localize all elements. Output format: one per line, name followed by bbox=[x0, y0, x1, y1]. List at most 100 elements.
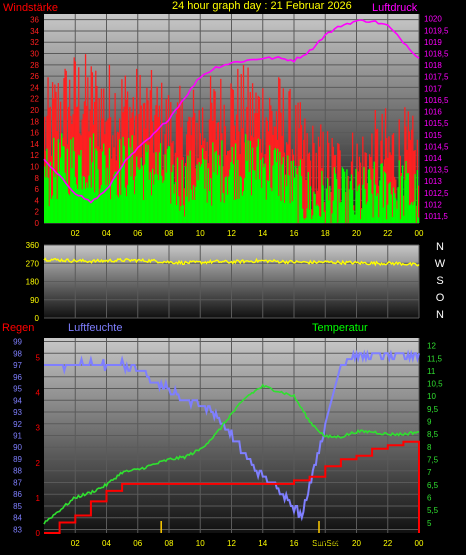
wind-avg-bar bbox=[271, 191, 273, 223]
wind-avg-bar bbox=[215, 150, 217, 223]
wind-avg-bar bbox=[331, 213, 333, 223]
wind-avg-bar bbox=[309, 186, 312, 223]
wind-avg-bar bbox=[416, 170, 419, 223]
wind-avg-bar bbox=[244, 178, 246, 223]
wind-avg-bar bbox=[103, 143, 105, 223]
wind-avg-bar bbox=[256, 146, 258, 223]
wind-avg-bar bbox=[340, 201, 342, 223]
wind-gust-bar bbox=[261, 152, 263, 223]
wind-avg-bar bbox=[341, 167, 344, 223]
wind-gust-bar bbox=[55, 91, 57, 223]
humidity-x-tick: 02 bbox=[71, 539, 80, 548]
wind-x-tick: 00 bbox=[415, 229, 424, 238]
pressure-y-tick: 1016,5 bbox=[424, 96, 449, 105]
wind-gust-bar bbox=[220, 78, 222, 224]
pressure-y-tick: 1019 bbox=[424, 38, 442, 47]
wind-avg-bar bbox=[167, 146, 170, 223]
wind-avg-bar bbox=[358, 184, 361, 223]
humidity-axis-title: Luftfeuchte bbox=[68, 322, 122, 334]
wind-avg-bar bbox=[316, 204, 319, 223]
wind-avg-bar bbox=[379, 180, 381, 223]
wind-avg-bar bbox=[165, 172, 167, 223]
wind-gust-bar bbox=[125, 99, 128, 223]
wind-axis-title: Windstärke bbox=[3, 2, 58, 14]
compass-letter: W bbox=[435, 258, 446, 270]
wind-avg-bar bbox=[188, 201, 190, 223]
pressure-y-tick: 1015,5 bbox=[424, 119, 449, 128]
wind-avg-bar bbox=[357, 185, 359, 223]
wind-x-tick: 12 bbox=[227, 229, 236, 238]
wind-gust-bar bbox=[216, 122, 219, 223]
wind-avg-bar bbox=[57, 139, 59, 223]
rain-y-tick: 1 bbox=[36, 494, 41, 503]
wind-gust-bar bbox=[51, 82, 54, 223]
wind-y-tick: 2 bbox=[35, 208, 40, 217]
wind-avg-bar bbox=[334, 173, 337, 223]
humidity-x-tick: SunSet bbox=[312, 539, 339, 548]
humidity-y-tick: 83 bbox=[13, 525, 22, 534]
wind-avg-bar bbox=[144, 164, 146, 223]
wind-gust-bar bbox=[213, 89, 215, 223]
wind-avg-bar bbox=[413, 201, 415, 223]
wind-avg-bar bbox=[120, 194, 122, 223]
wind-x-tick: 10 bbox=[196, 229, 205, 238]
wind-avg-bar bbox=[46, 148, 48, 223]
wind-avg-bar bbox=[175, 205, 178, 223]
wind-avg-bar bbox=[114, 171, 116, 223]
wind-avg-bar bbox=[238, 198, 240, 223]
wind-avg-bar bbox=[408, 205, 411, 223]
wind-gust-bar bbox=[180, 127, 182, 223]
wind-avg-bar bbox=[299, 159, 301, 223]
pressure-y-tick: 1014 bbox=[424, 154, 442, 163]
wind-avg-bar bbox=[113, 174, 115, 223]
wind-avg-bar bbox=[189, 150, 191, 223]
wind-gust-bar bbox=[208, 119, 211, 223]
wind-avg-bar bbox=[272, 165, 274, 223]
wind-y-tick: 8 bbox=[35, 174, 40, 183]
wind-gust-bar bbox=[365, 153, 367, 223]
wind-avg-bar bbox=[414, 174, 416, 223]
wind-gust-bar bbox=[312, 125, 314, 223]
wind-avg-bar bbox=[321, 170, 323, 223]
wind-gust-bar bbox=[116, 131, 119, 223]
wind-avg-bar bbox=[150, 195, 153, 223]
wind-avg-bar bbox=[149, 172, 151, 223]
wind-gust-bar bbox=[188, 116, 190, 223]
wind-avg-bar bbox=[409, 204, 412, 223]
wind-avg-bar bbox=[125, 196, 128, 223]
wind-avg-bar bbox=[356, 191, 358, 223]
wind-gust-bar bbox=[241, 128, 244, 223]
wind-avg-bar bbox=[387, 204, 389, 223]
wind-gust-bar bbox=[90, 66, 92, 223]
humidity-y-tick: 89 bbox=[13, 455, 22, 464]
wind-avg-bar bbox=[375, 195, 378, 223]
pressure-y-tick: 1016 bbox=[424, 108, 442, 117]
wind-avg-bar bbox=[72, 137, 74, 223]
wind-avg-bar bbox=[205, 159, 207, 223]
wind-gust-bar bbox=[236, 114, 238, 223]
wind-avg-bar bbox=[365, 204, 367, 223]
wind-avg-bar bbox=[304, 219, 306, 223]
wind-avg-bar bbox=[63, 146, 65, 223]
wind-gust-bar bbox=[339, 150, 341, 223]
wind-avg-bar bbox=[172, 164, 174, 223]
wind-avg-bar bbox=[315, 205, 317, 223]
wind-avg-bar bbox=[71, 168, 73, 223]
wind-avg-bar bbox=[47, 177, 49, 223]
humidity-x-labels: 02 04 06 08 10 12 14 16 SunSet 20 22 00 bbox=[71, 539, 424, 548]
wind-avg-bar bbox=[274, 148, 276, 223]
wind-avg-bar bbox=[73, 151, 75, 223]
wind-gust-bar bbox=[388, 136, 390, 223]
direction-y-tick: 270 bbox=[26, 259, 40, 268]
wind-avg-bar bbox=[284, 174, 287, 223]
wind-gust-bar bbox=[301, 158, 304, 223]
wind-gust-bar bbox=[279, 78, 281, 223]
wind-avg-bar bbox=[176, 157, 179, 223]
pressure-line-group bbox=[43, 19, 420, 204]
wind-avg-bar bbox=[65, 183, 67, 223]
wind-avg-bar bbox=[355, 168, 357, 223]
wind-gust-bar bbox=[326, 131, 329, 223]
wind-avg-bar bbox=[295, 165, 297, 223]
wind-x-tick: 14 bbox=[258, 229, 267, 238]
wind-gust-bar bbox=[126, 91, 129, 223]
